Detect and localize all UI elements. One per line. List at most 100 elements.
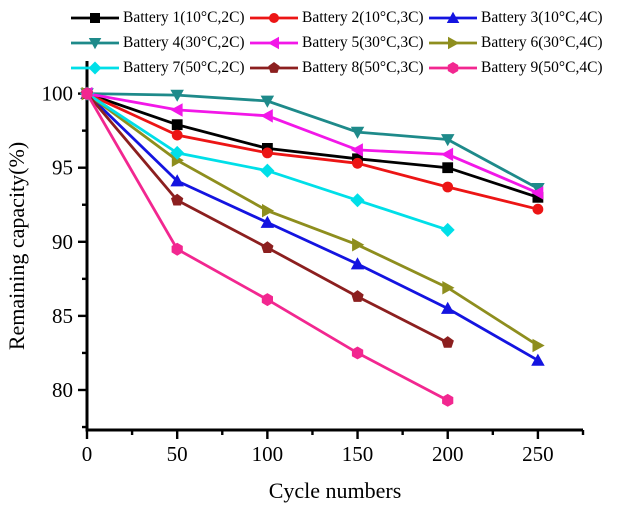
legend-label: Battery 1(10°C,2C) [123,8,245,26]
legend-item-battery-8: Battery 8(50°C,3C) [249,59,428,77]
diamond-marker-icon [170,145,185,160]
legend-row: Battery 1(10°C,2C) Battery 2(10°C,3C) Batt… [70,5,607,30]
legend-marker-line [250,61,298,73]
pentagon-marker-icon [261,241,274,253]
legend-item-battery-6: Battery 6(30°C,4C) [428,34,607,52]
legend-label: Battery 5(30°C,3C) [302,33,424,51]
triangle-down-marker-icon [531,183,545,196]
hexagon-marker-icon [171,242,183,256]
hexagon-marker-icon [351,346,364,360]
circle-marker-icon [262,147,273,159]
y-axis-label: Remaining capacity(%) [4,142,29,350]
diamond-marker-icon [260,163,275,178]
series-line [86,92,539,362]
triangle-down-marker-icon [441,134,455,147]
legend-item-battery-9: Battery 9(50°C,4C) [428,59,607,77]
chart-legend: Battery 1(10°C,2C) Battery 2(10°C,3C) Batt… [70,5,607,80]
x-tick-label: 0 [82,442,93,466]
triangle-left-marker-icon [260,109,273,123]
legend-item-battery-4: Battery 4(30°C,2C) [70,34,249,52]
triangle-down-marker-icon [350,126,365,139]
triangle-up-marker-icon [441,301,455,314]
series-line [86,92,539,199]
square-marker-icon [90,12,100,23]
series-battery-5 [80,86,544,200]
series-plot [80,86,545,407]
square-marker-icon [532,191,544,203]
legend-item-battery-7: Battery 7(50°C,2C) [70,59,249,77]
triangle-up-marker-icon [350,257,365,270]
legend-marker-line [429,11,477,23]
x-tick-label: 250 [522,442,554,466]
series-battery-4 [80,88,545,196]
legend-label: Battery 6(30°C,4C) [481,33,603,51]
pentagon-marker-icon [268,61,280,73]
triangle-right-marker-icon [352,238,365,252]
diamond-marker-icon [440,222,455,237]
legend-marker-line [71,37,119,49]
pentagon-marker-icon [171,193,184,206]
legend-label: Battery 7(50°C,2C) [123,58,245,76]
circle-marker-icon [352,157,363,169]
triangle-left-marker-icon [170,103,183,117]
legend-marker-line [71,61,119,74]
legend-row: Battery 4(30°C,2C) Battery 5(30°C,3C) Batt… [70,30,607,55]
y-tick-label: 100 [42,82,74,106]
circle-marker-icon [442,181,454,193]
series-line [86,92,539,211]
circle-marker-icon [171,129,183,141]
y-tick-label: 95 [52,156,73,180]
x-tick-label: 150 [342,442,374,466]
legend-label: Battery 4(30°C,2C) [123,33,245,51]
legend-marker-line [429,61,477,74]
hexagon-marker-icon [447,61,459,74]
triangle-down-marker-icon [260,95,275,108]
square-marker-icon [171,119,183,131]
legend-row: Battery 7(50°C,2C) Battery 8(50°C,3C) Batt… [70,55,607,80]
legend-item-battery-3: Battery 3(10°C,4C) [428,9,607,27]
axes: 80 85 90 95 100 0 50 100 150 200 250 [42,61,585,466]
x-tick-label: 100 [252,442,284,466]
legend-label: Battery 3(10°C,4C) [481,8,603,26]
legend-label: Battery 2(10°C,3C) [302,8,424,26]
y-tick-label: 80 [52,378,73,402]
circle-marker-icon [269,12,279,23]
diamond-marker-icon [88,61,102,74]
y-tick-label: 90 [52,230,73,254]
legend-item-battery-1: Battery 1(10°C,2C) [70,9,249,27]
diamond-marker-icon [350,193,365,208]
triangle-right-marker-icon [262,203,275,218]
legend-item-battery-2: Battery 2(10°C,3C) [249,9,428,27]
triangle-left-marker-icon [531,186,544,200]
pentagon-marker-icon [351,290,364,302]
series-battery-6 [81,86,545,353]
triangle-right-marker-icon [532,338,545,353]
legend-label: Battery 8(50°C,3C) [302,58,424,76]
y-tick-label: 85 [52,304,73,328]
triangle-up-marker-icon [170,174,184,187]
series-battery-9 [81,87,454,407]
legend-marker-line [250,36,298,49]
triangle-right-marker-icon [448,36,460,49]
series-line [86,92,539,190]
triangle-right-marker-icon [442,281,455,295]
triangle-left-marker-icon [441,147,454,162]
hexagon-marker-icon [81,87,93,101]
legend-item-battery-5: Battery 5(30°C,3C) [249,34,428,52]
series-line [86,92,539,347]
circle-marker-icon [532,203,544,215]
triangle-up-marker-icon [260,215,275,228]
legend-label: Battery 9(50°C,4C) [481,58,603,76]
hexagon-marker-icon [442,393,454,407]
triangle-left-marker-icon [267,36,279,49]
triangle-up-marker-icon [531,353,545,366]
series-battery-2 [81,88,544,215]
pentagon-marker-icon [441,336,454,348]
hexagon-marker-icon [261,293,273,307]
x-tick-label: 50 [167,442,188,466]
triangle-up-marker-icon [446,11,460,23]
x-tick-label: 200 [432,442,464,466]
legend-marker-line [250,12,298,23]
